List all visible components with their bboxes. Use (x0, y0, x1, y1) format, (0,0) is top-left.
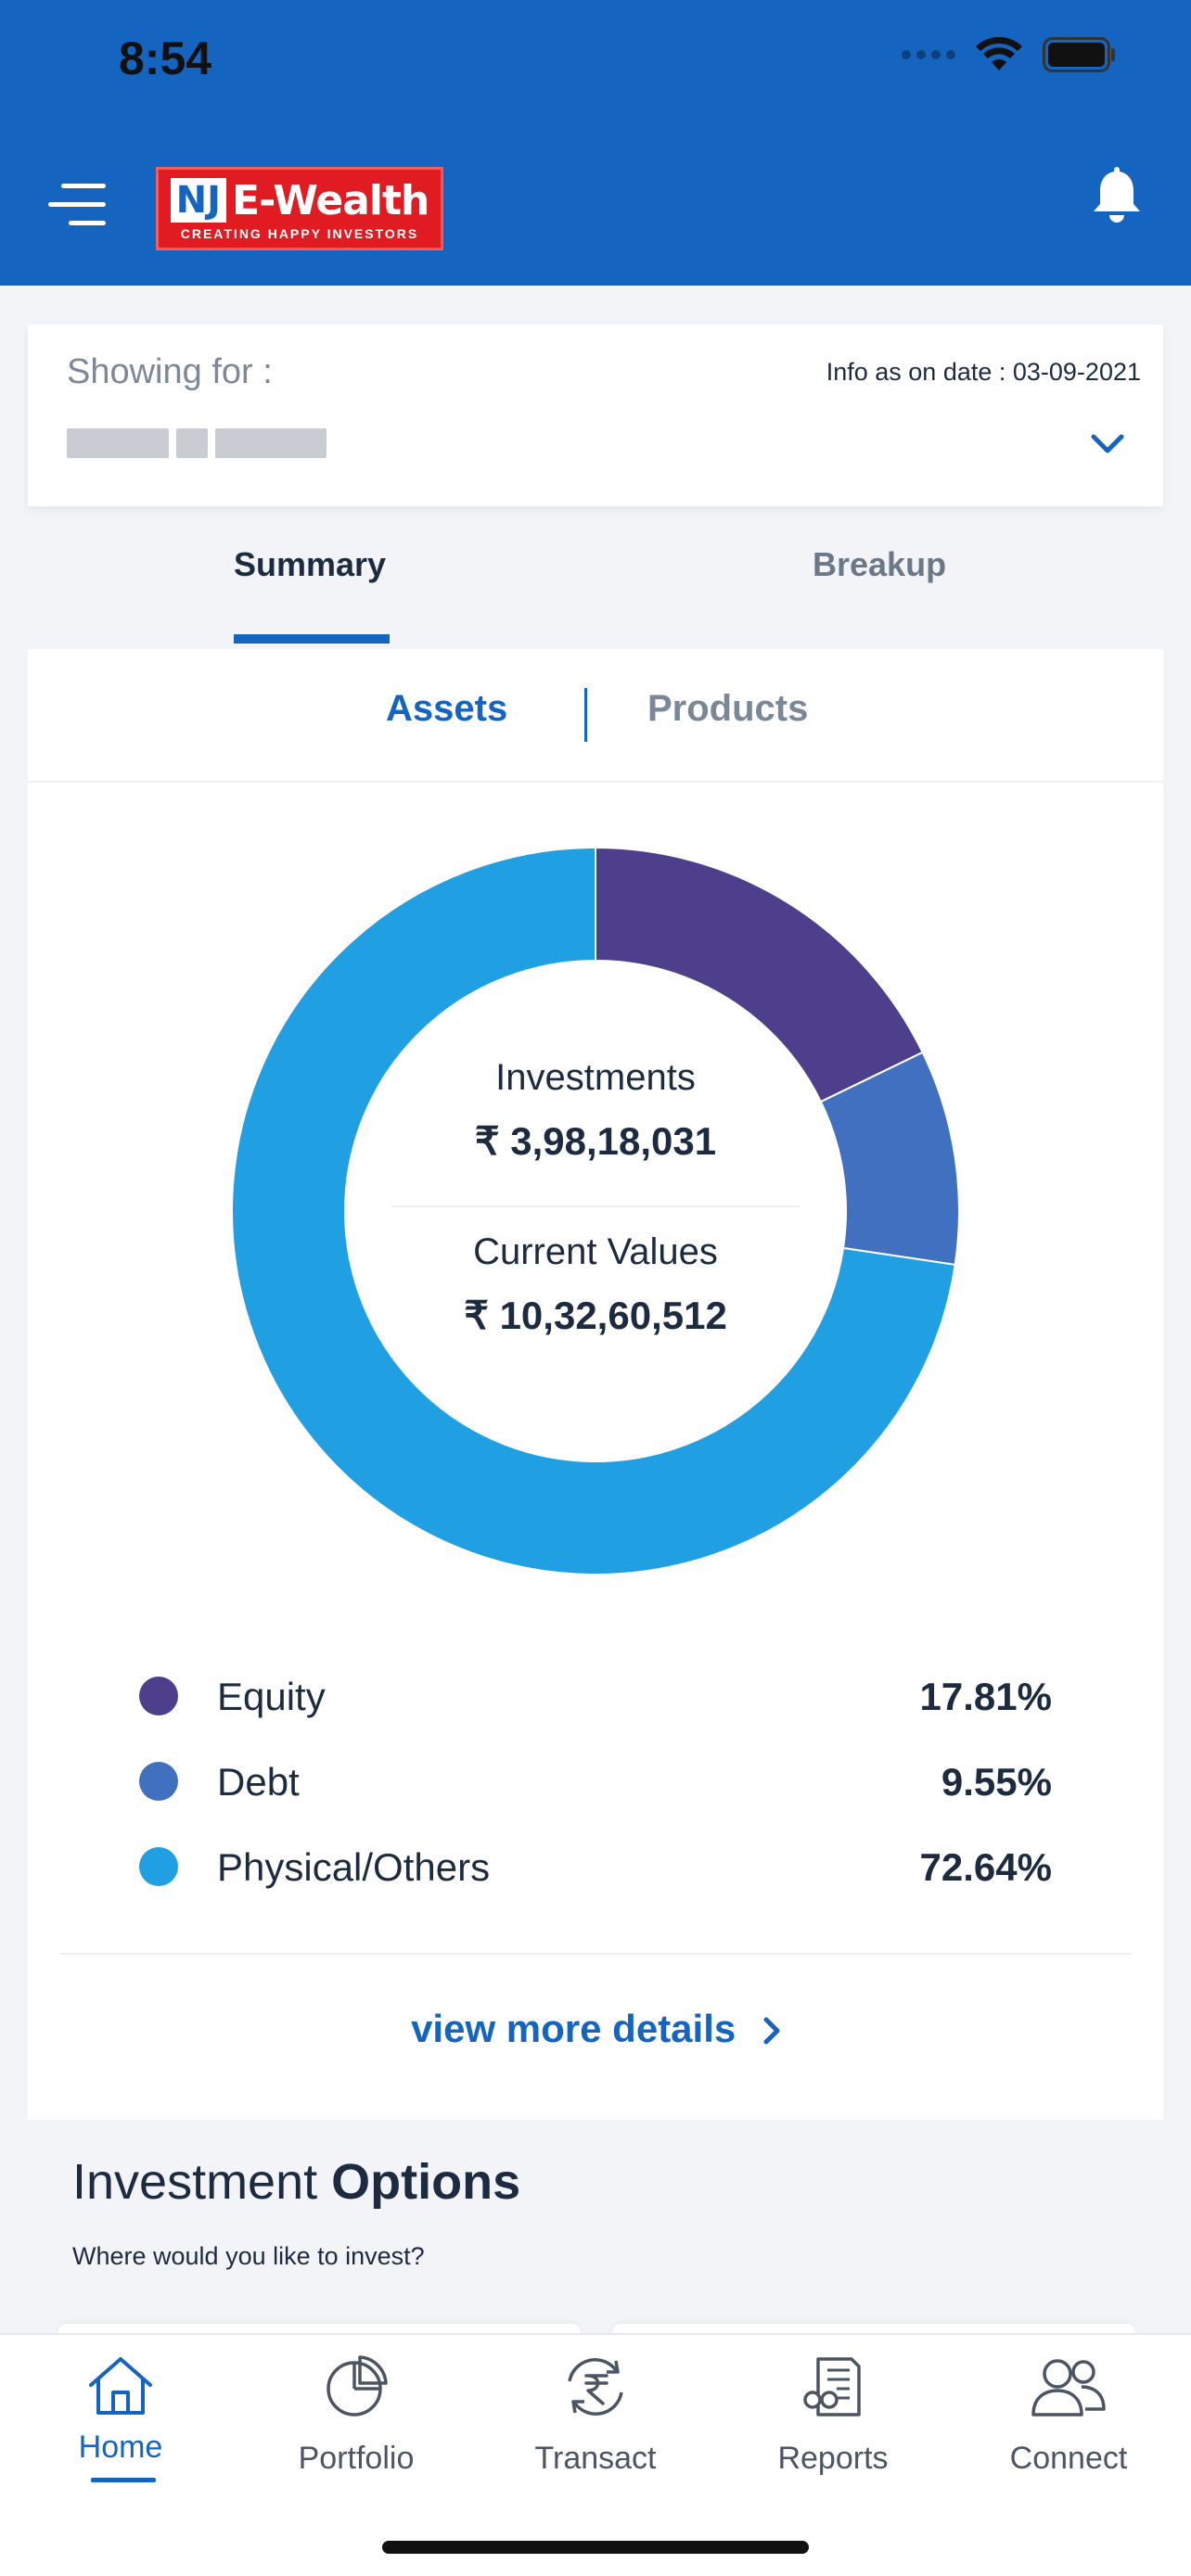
view-more-label: view more details (411, 2007, 736, 2050)
tab-breakup[interactable]: Breakup (813, 545, 947, 583)
nav-transact[interactable]: Transact (477, 2335, 714, 2520)
legend-item-debt[interactable]: Debt 9.55% (28, 1749, 1163, 1814)
notification-bell-icon[interactable] (1089, 163, 1145, 231)
investments-label: Investments (495, 1057, 696, 1098)
nav-portfolio[interactable]: Portfolio (237, 2335, 475, 2520)
nav-home[interactable]: Home (2, 2335, 239, 2520)
pie-chart-icon (323, 2353, 390, 2425)
nav-label: Transact (534, 2441, 657, 2476)
chevron-down-icon[interactable] (1091, 434, 1124, 459)
nav-label: Connect (1009, 2441, 1128, 2476)
view-more-details-link[interactable]: view more details (28, 2007, 1163, 2054)
current-values-value: ₹ 10,32,60,512 (464, 1294, 727, 1337)
legend-percent: 17.81% (919, 1675, 1052, 1718)
active-tab-indicator (234, 634, 390, 644)
signal-icon (902, 50, 955, 59)
current-values-label: Current Values (473, 1231, 718, 1272)
asset-product-switch: Assets Products (28, 649, 1163, 783)
legend-item-equity[interactable]: Equity 17.81% (28, 1664, 1163, 1728)
logo-mark: NJ (170, 178, 227, 223)
home-icon (85, 2353, 156, 2423)
app-logo: NJ E-Wealth CREATING HAPPY INVESTORS (156, 167, 443, 250)
legend-name: Physical/Others (217, 1845, 491, 1889)
legend-percent: 72.64% (919, 1845, 1052, 1889)
menu-icon (61, 184, 106, 188)
showing-for-label: Showing for : (67, 352, 273, 391)
legend-dot (139, 1762, 178, 1801)
wifi-icon (976, 37, 1022, 72)
legend-dot (139, 1847, 178, 1886)
tab-summary[interactable]: Summary (234, 545, 387, 583)
investments-value: ₹ 3,98,18,031 (474, 1119, 717, 1163)
nav-label: Home (78, 2429, 163, 2465)
home-indicator (382, 2541, 809, 2554)
legend-divider (59, 1953, 1132, 1955)
subtab-divider (584, 688, 587, 742)
battery-icon (1043, 37, 1117, 72)
asset-donut-chart[interactable] (232, 848, 959, 1575)
summary-card: Assets Products Investments ₹ 3,98,18,03… (28, 649, 1163, 2120)
info-date: Info as on date : 03-09-2021 (826, 358, 1141, 386)
showing-for-card[interactable]: Showing for : Info as on date : 03-09-20… (28, 325, 1163, 506)
logo-tagline: CREATING HAPPY INVESTORS (180, 225, 419, 241)
bottom-navigation: Home Portfolio Transact Reports Connect (0, 2333, 1191, 2576)
subtab-assets[interactable]: Assets (386, 688, 508, 729)
report-icon (800, 2353, 866, 2425)
nav-label: Reports (777, 2441, 889, 2476)
legend-item-physical-others[interactable]: Physical/Others 72.64% (28, 1834, 1163, 1899)
status-icons (902, 37, 1117, 72)
legend-dot (139, 1677, 178, 1715)
status-time: 8:54 (119, 32, 212, 84)
nav-connect[interactable]: Connect (950, 2335, 1187, 2520)
people-icon (1030, 2353, 1108, 2425)
donut-slice-physical-others[interactable] (232, 848, 956, 1575)
selected-user-name-blurred (67, 428, 327, 458)
legend-name: Equity (217, 1675, 326, 1718)
investment-options-title: Investment Options (72, 2154, 521, 2210)
legend-percent: 9.55% (941, 1760, 1052, 1804)
donut-center: Investments ₹ 3,98,18,031 Current Values… (232, 848, 959, 1575)
app-header: 8:54 NJ E-Wealth CREATING HAPPY INVESTOR… (0, 0, 1191, 286)
chevron-right-icon (763, 2009, 780, 2054)
nav-reports[interactable]: Reports (714, 2335, 952, 2520)
nav-active-indicator (91, 2478, 156, 2482)
legend-name: Debt (217, 1760, 300, 1804)
center-divider (391, 1205, 800, 1207)
rupee-exchange-icon (560, 2353, 631, 2425)
subtab-products[interactable]: Products (647, 688, 809, 729)
logo-name: E-Wealth (232, 176, 429, 224)
nav-label: Portfolio (298, 2441, 415, 2476)
investment-options-subtitle: Where would you like to invest? (72, 2242, 425, 2270)
menu-button[interactable] (48, 182, 106, 230)
